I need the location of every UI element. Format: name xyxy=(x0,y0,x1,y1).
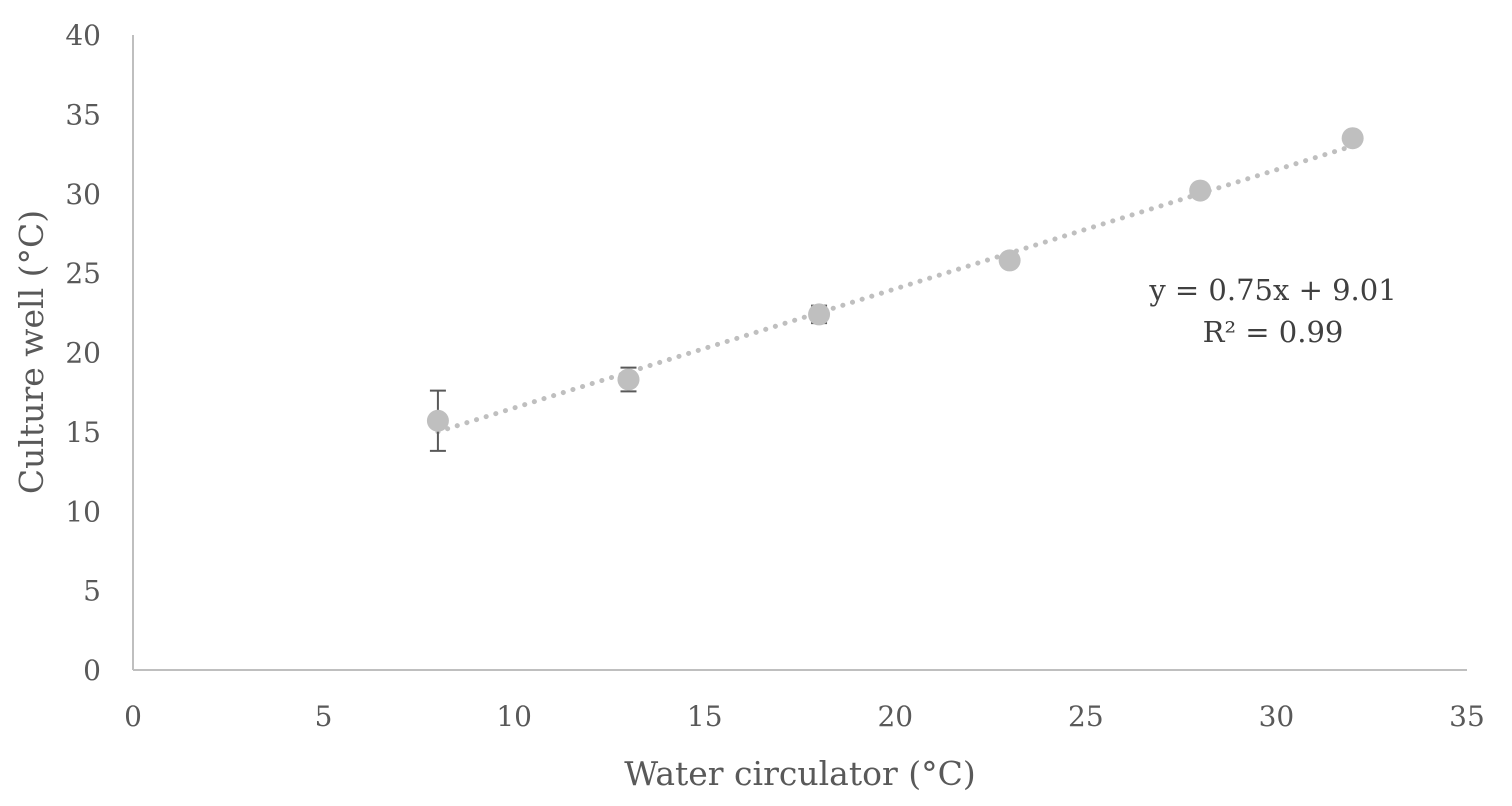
data-point xyxy=(1341,127,1364,150)
data-points xyxy=(426,127,1364,432)
y-tick-label: 5 xyxy=(83,575,101,608)
y-tick-label: 0 xyxy=(83,654,101,687)
y-tick-label: 20 xyxy=(65,337,101,370)
x-tick-label: 10 xyxy=(496,700,532,733)
axes xyxy=(132,35,1467,671)
x-tick-label: 30 xyxy=(1259,700,1295,733)
y-tick-label: 15 xyxy=(65,416,101,449)
x-tick-label: 0 xyxy=(124,700,142,733)
x-axis-title: Water circulator (°C) xyxy=(624,754,975,793)
data-point xyxy=(808,303,831,326)
x-tick-label: 5 xyxy=(315,700,333,733)
x-tick-label: 25 xyxy=(1068,700,1104,733)
data-point xyxy=(998,249,1021,272)
data-point xyxy=(617,368,640,391)
y-tick-label: 40 xyxy=(65,19,101,52)
y-tick-label: 30 xyxy=(65,178,101,211)
y-tick-labels: 0 5 10 15 20 25 30 35 40 xyxy=(65,19,101,687)
x-tick-label: 15 xyxy=(687,700,723,733)
x-tick-label: 20 xyxy=(877,700,913,733)
y-axis-title: Culture well (°C) xyxy=(12,210,51,494)
data-point xyxy=(1189,179,1212,202)
y-tick-label: 10 xyxy=(65,495,101,528)
y-tick-label: 25 xyxy=(65,257,101,290)
x-tick-label: 35 xyxy=(1449,700,1485,733)
y-tick-label: 35 xyxy=(65,98,101,131)
r-squared-label: R² = 0.99 xyxy=(1203,315,1344,349)
data-point xyxy=(426,409,449,432)
x-tick-labels: 0 5 10 15 20 25 30 35 xyxy=(124,700,1485,733)
trendline-equation: y = 0.75x + 9.01 xyxy=(1148,273,1396,307)
